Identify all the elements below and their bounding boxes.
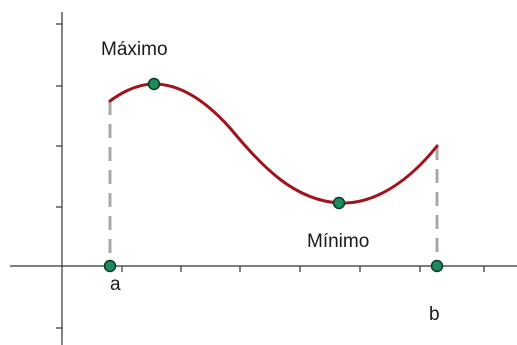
minimum-label: Mínimo — [307, 231, 369, 252]
x-axis-ticks — [121, 266, 485, 272]
point-a-label: a — [110, 274, 121, 295]
point-b-marker — [430, 259, 444, 273]
point-a-marker — [103, 259, 117, 273]
point-b-label: b — [429, 304, 440, 325]
y-axis-ticks — [56, 23, 62, 329]
maximum-point — [147, 77, 161, 91]
function-curve — [108, 82, 439, 205]
maximum-label: Máximo — [101, 39, 168, 60]
minimum-point — [332, 196, 346, 210]
